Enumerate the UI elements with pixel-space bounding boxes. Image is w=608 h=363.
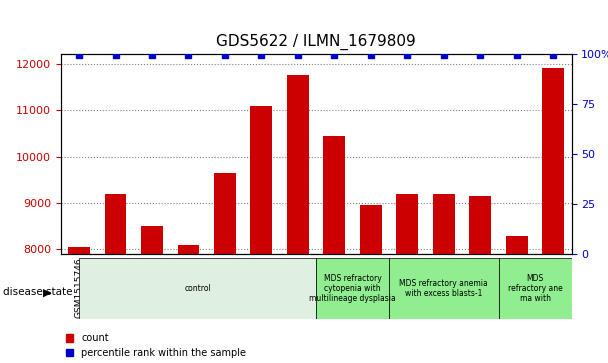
Text: MDS
refractory ane
ma with: MDS refractory ane ma with [508, 274, 562, 303]
Text: disease state: disease state [3, 287, 72, 297]
Bar [141, 226, 163, 363]
Bar [323, 136, 345, 363]
Bar [360, 205, 382, 363]
Bar [506, 236, 528, 363]
Title: GDS5622 / ILMN_1679809: GDS5622 / ILMN_1679809 [216, 34, 416, 50]
Bar [105, 194, 126, 363]
FancyBboxPatch shape [389, 258, 499, 319]
Legend: count, percentile rank within the sample: count, percentile rank within the sample [66, 333, 246, 358]
Bar [469, 196, 491, 363]
Bar [178, 245, 199, 363]
FancyBboxPatch shape [316, 258, 389, 319]
Text: MDS refractory anemia
with excess blasts-1: MDS refractory anemia with excess blasts… [399, 279, 488, 298]
Bar [396, 194, 418, 363]
Bar [68, 247, 90, 363]
Bar [542, 68, 564, 363]
Text: ▶: ▶ [43, 287, 52, 297]
Bar [214, 173, 236, 363]
Text: control: control [184, 284, 211, 293]
FancyBboxPatch shape [79, 258, 316, 319]
Bar [250, 106, 272, 363]
Text: MDS refractory
cytopenia with
multilineage dysplasia: MDS refractory cytopenia with multilinea… [309, 274, 396, 303]
FancyBboxPatch shape [499, 258, 572, 319]
Bar [433, 194, 455, 363]
Bar [287, 76, 309, 363]
